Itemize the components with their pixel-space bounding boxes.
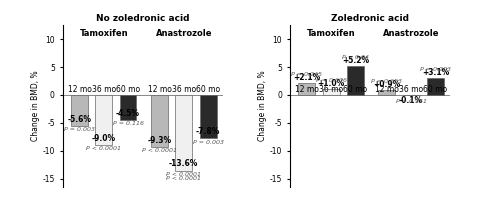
Text: 12 mo: 12 mo xyxy=(68,84,92,93)
Text: P = 0.606: P = 0.606 xyxy=(316,79,346,83)
Text: 36 mo: 36 mo xyxy=(172,84,196,93)
Text: P = 0.003: P = 0.003 xyxy=(64,127,95,132)
Text: 60 mo: 60 mo xyxy=(116,84,140,93)
Bar xyxy=(176,95,192,171)
Text: -7.8%: -7.8% xyxy=(196,127,220,136)
Bar xyxy=(298,83,316,95)
Text: Tamoxifen: Tamoxifen xyxy=(307,29,356,38)
Text: P < 0.0001: P < 0.0001 xyxy=(166,172,202,177)
Bar xyxy=(200,95,216,138)
Bar xyxy=(120,95,136,120)
Text: P = 0.116: P = 0.116 xyxy=(112,121,144,126)
Text: +0.9%: +0.9% xyxy=(374,80,400,89)
Bar xyxy=(402,95,419,96)
Text: P < 0.0001: P < 0.0001 xyxy=(86,146,121,151)
Text: +1.0%: +1.0% xyxy=(318,80,344,88)
Text: P = 0.04: P = 0.04 xyxy=(342,55,369,60)
Text: -9.3%: -9.3% xyxy=(148,135,172,144)
Text: +2.1%: +2.1% xyxy=(293,73,320,82)
Text: 60 mo: 60 mo xyxy=(424,84,448,93)
Text: Tamoxifen: Tamoxifen xyxy=(80,29,128,38)
Text: P = 0.653: P = 0.653 xyxy=(372,79,402,84)
Bar xyxy=(347,66,364,95)
Title: No zoledronic acid: No zoledronic acid xyxy=(96,14,190,23)
Bar xyxy=(96,95,112,145)
Text: Anastrozole: Anastrozole xyxy=(383,29,440,38)
Text: P = 0.003: P = 0.003 xyxy=(192,139,224,144)
Text: -13.6%: -13.6% xyxy=(169,160,198,168)
Text: 12 mo: 12 mo xyxy=(148,84,172,93)
Text: 12 mo: 12 mo xyxy=(295,84,319,93)
Text: 36 mo: 36 mo xyxy=(92,84,116,93)
Text: Anastrozole: Anastrozole xyxy=(156,29,212,38)
Title: Zoledronic acid: Zoledronic acid xyxy=(331,14,409,23)
Text: -9.0%: -9.0% xyxy=(92,134,116,143)
Text: 36 mo: 36 mo xyxy=(319,84,343,93)
Text: P = 0.245: P = 0.245 xyxy=(292,72,322,77)
Y-axis label: Change in BMD, %: Change in BMD, % xyxy=(30,71,40,141)
Bar xyxy=(151,95,168,147)
Text: +3.1%: +3.1% xyxy=(422,68,449,77)
Text: 36 mo: 36 mo xyxy=(399,84,423,93)
Text: P < 0.0001: P < 0.0001 xyxy=(166,176,202,181)
Text: 60 mo: 60 mo xyxy=(344,84,367,93)
Text: -0.1%: -0.1% xyxy=(399,96,423,105)
Text: P = 0.951: P = 0.951 xyxy=(396,99,426,104)
Text: -5.6%: -5.6% xyxy=(68,115,92,124)
Text: -4.5%: -4.5% xyxy=(116,109,140,118)
Text: 12 mo: 12 mo xyxy=(375,84,399,93)
Bar xyxy=(378,90,396,95)
Bar xyxy=(71,95,88,126)
Y-axis label: Change in BMD, %: Change in BMD, % xyxy=(258,71,267,141)
Bar xyxy=(427,78,444,95)
Text: P < 0.0001: P < 0.0001 xyxy=(142,148,177,153)
Text: P = 0.203: P = 0.203 xyxy=(420,67,451,72)
Text: +5.2%: +5.2% xyxy=(342,56,369,65)
Text: 60 mo: 60 mo xyxy=(196,84,220,93)
Bar xyxy=(322,89,340,95)
